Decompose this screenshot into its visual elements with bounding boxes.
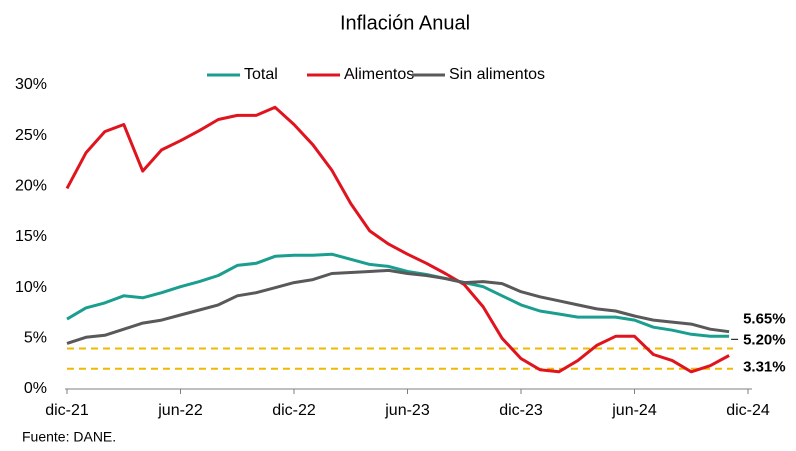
y-tick-label: 30% bbox=[15, 76, 47, 93]
legend-label: Sin alimentos bbox=[449, 66, 545, 83]
x-tick-label: dic-24 bbox=[726, 402, 770, 419]
x-tick-label: dic-22 bbox=[272, 402, 316, 419]
y-tick-label: 25% bbox=[15, 127, 47, 144]
x-tick-label: jun-23 bbox=[384, 402, 430, 419]
source: Fuente: DANE. bbox=[22, 429, 116, 445]
x-tick-label: jun-24 bbox=[611, 402, 657, 419]
series-line bbox=[65, 105, 730, 374]
y-tick-label: 5% bbox=[24, 330, 47, 347]
y-tick-label: 0% bbox=[24, 380, 47, 397]
y-tick-label: 15% bbox=[15, 228, 47, 245]
legend-label: Alimentos bbox=[344, 66, 414, 83]
series-line bbox=[66, 268, 730, 345]
y-tick-label: 20% bbox=[15, 178, 47, 195]
series-line bbox=[66, 252, 730, 338]
value-label: 3.31% bbox=[743, 358, 786, 375]
x-tick-label: dic-21 bbox=[45, 402, 89, 419]
chart-title: Inflación Anual bbox=[340, 12, 470, 34]
x-tick-label: dic-23 bbox=[499, 402, 543, 419]
value-label: 5.20% bbox=[743, 331, 786, 348]
value-label: 5.65% bbox=[743, 311, 786, 328]
legend-label: Total bbox=[244, 66, 278, 83]
x-tick-label: jun-22 bbox=[157, 402, 203, 419]
y-tick-label: 10% bbox=[15, 279, 47, 296]
